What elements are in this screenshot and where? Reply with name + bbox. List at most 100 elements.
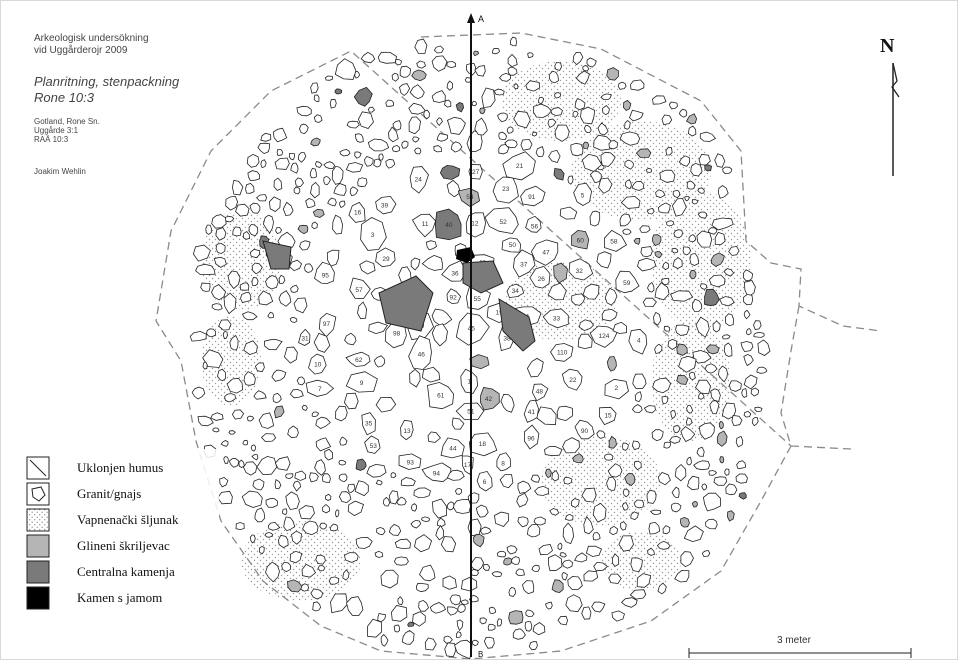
stone	[345, 351, 371, 367]
stone	[583, 515, 594, 535]
stone	[456, 619, 464, 632]
stone	[447, 116, 466, 135]
stone	[246, 153, 260, 168]
stone-number: 42	[485, 396, 493, 403]
stone	[582, 283, 600, 300]
stone	[688, 234, 697, 243]
stone	[333, 183, 347, 196]
stone	[523, 399, 539, 423]
stone	[642, 297, 657, 307]
stone	[728, 245, 740, 256]
legend-swatch-dotted	[26, 508, 50, 532]
meta-location: Gotland, Rone Sn.	[34, 117, 100, 126]
stone	[253, 390, 267, 400]
stone	[334, 88, 343, 95]
stone	[498, 72, 511, 82]
stone	[407, 621, 415, 627]
stone	[326, 249, 340, 267]
stone	[312, 601, 322, 612]
stone	[506, 283, 525, 299]
stone	[232, 226, 242, 237]
stone	[309, 472, 319, 483]
stone	[670, 502, 682, 513]
stone	[285, 491, 300, 511]
stone-number: 98	[393, 331, 401, 338]
stone	[249, 248, 261, 259]
stone	[637, 257, 657, 272]
stone	[651, 234, 662, 247]
stone	[714, 153, 726, 168]
stone	[399, 83, 411, 97]
stone	[460, 368, 479, 394]
stone	[275, 227, 283, 234]
stone	[339, 436, 348, 446]
stone	[564, 513, 574, 521]
stone	[684, 195, 690, 201]
stone	[491, 571, 503, 578]
stone-number: 110	[557, 350, 568, 357]
stone	[754, 406, 763, 413]
stone	[583, 124, 592, 134]
stone	[725, 313, 734, 327]
stone	[241, 490, 263, 508]
stone	[606, 476, 616, 491]
stone	[289, 550, 303, 564]
stone	[367, 618, 383, 638]
stone	[224, 215, 235, 223]
stone	[549, 507, 560, 516]
stone	[647, 547, 656, 556]
stone	[398, 453, 422, 470]
stone-number: 32	[576, 268, 584, 275]
stone-number: 53	[370, 443, 378, 450]
stone	[436, 517, 446, 528]
stone-number: 16	[354, 209, 362, 216]
stone-number: 90	[581, 428, 589, 435]
stone	[487, 623, 496, 631]
stone	[376, 527, 386, 536]
stone	[557, 542, 563, 551]
stone	[517, 480, 532, 494]
stone	[251, 277, 259, 287]
stone	[229, 334, 239, 351]
stone	[467, 518, 482, 537]
stone	[297, 152, 307, 163]
plan-title: Planritning, stenpackning	[34, 74, 180, 89]
stone	[353, 86, 373, 107]
stone	[357, 301, 368, 320]
stone	[567, 175, 574, 185]
stone	[348, 201, 366, 223]
stone-number: 27	[472, 169, 480, 176]
stone	[531, 564, 540, 573]
stone	[273, 405, 285, 419]
stone	[663, 441, 672, 449]
stone	[421, 462, 452, 483]
stone	[479, 617, 487, 625]
stone	[719, 296, 735, 307]
stone	[267, 521, 281, 531]
stone	[659, 169, 676, 183]
stone	[433, 145, 442, 153]
stone	[565, 594, 583, 613]
stone	[577, 333, 593, 350]
stone	[691, 199, 699, 205]
stone	[309, 167, 317, 179]
stone	[285, 473, 294, 480]
stone	[354, 151, 362, 159]
stone	[554, 62, 562, 71]
stone	[314, 261, 335, 285]
stone	[674, 569, 690, 583]
legend-label: Centralna kamenja	[77, 564, 175, 579]
stone	[195, 263, 216, 275]
stone	[675, 324, 690, 336]
stone	[692, 350, 712, 364]
stone	[335, 509, 340, 518]
stone	[399, 65, 412, 78]
stone	[258, 290, 274, 306]
stone	[483, 636, 495, 649]
legend-label: Vapnenački šljunak	[77, 512, 179, 527]
stone	[493, 88, 505, 96]
stone	[640, 246, 653, 258]
stone	[563, 476, 573, 485]
stone	[431, 498, 447, 519]
stone	[375, 479, 383, 486]
